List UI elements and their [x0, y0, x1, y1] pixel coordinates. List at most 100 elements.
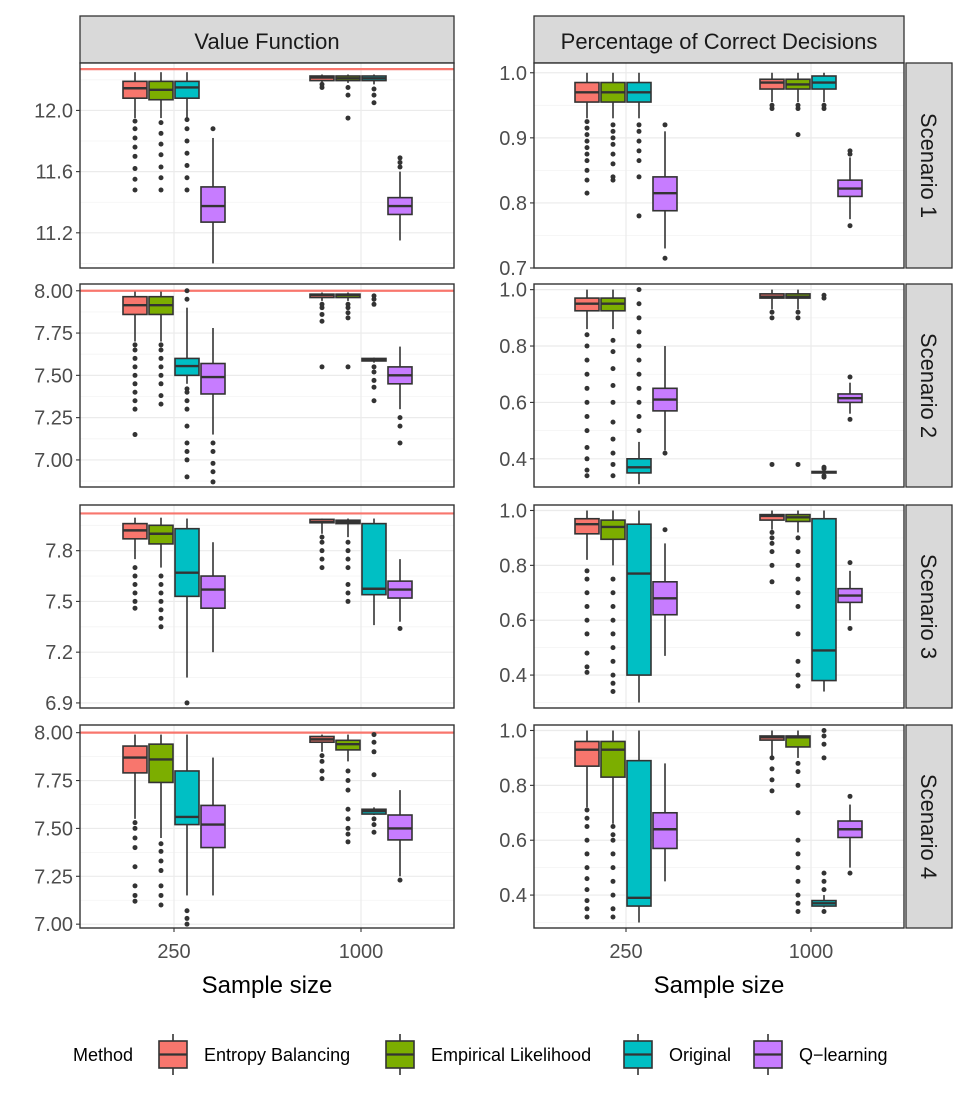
outlier-point: [795, 535, 801, 541]
legend-label-q-learning: Q−learning: [799, 1045, 888, 1065]
box: [122, 80, 148, 99]
outlier-point: [345, 92, 351, 98]
outlier-point: [795, 576, 801, 582]
y-tick-label: 1.0: [499, 720, 527, 742]
outlier-point: [610, 349, 616, 355]
box: [626, 458, 652, 474]
x-axis-title-right: Sample size: [654, 972, 785, 999]
outlier-point: [769, 562, 775, 568]
y-tick-label: 7.75: [34, 771, 73, 793]
strip-col-1-label: Percentage of Correct Decisions: [561, 29, 878, 54]
outlier-point: [610, 631, 616, 637]
y-tick-label: 7.75: [34, 323, 73, 345]
outlier-point: [319, 556, 325, 562]
box: [759, 513, 785, 521]
outlier-point: [847, 560, 853, 566]
outlier-point: [610, 680, 616, 686]
outlier-point: [158, 401, 164, 407]
outlier-point: [610, 419, 616, 425]
boxplot-250-method-1: [600, 72, 626, 183]
outlier-point: [610, 174, 616, 180]
outlier-point: [795, 909, 801, 915]
outlier-point: [584, 824, 590, 829]
y-tick-label: 0.8: [499, 775, 527, 797]
boxplot-250-method-3: [200, 542, 226, 653]
outlier-point: [795, 683, 801, 689]
panel-r1-c0: 7.00 7.25 7.50 7.75 8.00: [34, 281, 455, 488]
outlier-point: [584, 145, 590, 151]
outlier-point: [584, 576, 590, 582]
strip-row-3-label: Scenario 4: [916, 774, 941, 879]
outlier-point: [371, 364, 377, 370]
outlier-point: [158, 868, 164, 874]
outlier-point: [132, 144, 138, 150]
strip-row-0-bg: [905, 62, 953, 269]
outlier-point: [158, 120, 164, 126]
outlier-point: [158, 883, 164, 889]
outlier-point: [636, 343, 642, 349]
outlier-point: [397, 164, 403, 170]
outlier-point: [345, 548, 351, 554]
outlier-point: [610, 576, 616, 582]
outlier-point: [584, 669, 590, 675]
outlier-point: [636, 138, 642, 144]
outlier-point: [847, 223, 853, 229]
boxplot-250-method-1: [148, 291, 174, 407]
outlier-point: [132, 347, 138, 353]
outlier-point: [371, 739, 377, 745]
outlier-point: [584, 650, 590, 656]
legend-label-empirical-likelihood: Empirical Likelihood: [431, 1045, 591, 1065]
outlier-point: [371, 100, 377, 106]
outlier-point: [319, 548, 325, 554]
outlier-point: [610, 383, 616, 388]
outlier-point: [769, 102, 775, 108]
panel-r1-c1: 0.4 0.6 0.8 1.0: [499, 280, 905, 488]
outlier-point: [795, 604, 801, 609]
outlier-point: [584, 473, 590, 479]
outlier-point: [132, 381, 138, 387]
outlier-point: [371, 86, 377, 92]
legend-label-original: Original: [669, 1045, 731, 1065]
outlier-point: [636, 385, 642, 391]
panel-border: [79, 283, 455, 488]
outlier-point: [132, 883, 138, 889]
y-tick-label: 12.0: [34, 100, 73, 122]
outlier-point: [184, 474, 190, 480]
outlier-point: [610, 128, 616, 134]
outlier-point: [795, 132, 801, 138]
outlier-point: [132, 118, 138, 124]
outlier-point: [584, 399, 590, 405]
box: [626, 759, 652, 907]
boxplot-250-method-0: [574, 730, 600, 920]
y-tick-label: 0.8: [499, 555, 527, 577]
outlier-point: [795, 549, 801, 555]
boxplot-1000-method-0: [309, 292, 335, 370]
outlier-point: [371, 384, 377, 390]
outlier-point: [610, 604, 616, 609]
outlier-point: [662, 122, 668, 128]
outlier-point: [795, 309, 801, 315]
outlier-point: [610, 914, 616, 920]
outlier-point: [795, 590, 801, 596]
outlier-point: [184, 288, 190, 294]
outlier-point: [184, 296, 190, 302]
boxplot-1000-method-0: [759, 730, 785, 794]
x-tick-col-1-1000: 1000: [789, 941, 834, 963]
outlier-point: [132, 605, 138, 611]
outlier-point: [132, 342, 138, 348]
outlier-point: [158, 347, 164, 353]
outlier-point: [847, 148, 853, 154]
outlier-point: [345, 310, 351, 316]
outlier-point: [158, 372, 164, 378]
box: [200, 362, 226, 395]
boxplot-250-method-2: [174, 518, 200, 706]
outlier-point: [584, 590, 590, 596]
outlier-point: [821, 292, 827, 298]
outlier-point: [184, 440, 190, 446]
outlier-point: [769, 540, 775, 546]
outlier-point: [584, 906, 590, 912]
boxplot-250-method-2: [174, 288, 200, 480]
outlier-point: [636, 128, 642, 134]
boxplot-250-method-0: [122, 517, 148, 611]
outlier-point: [769, 579, 775, 585]
